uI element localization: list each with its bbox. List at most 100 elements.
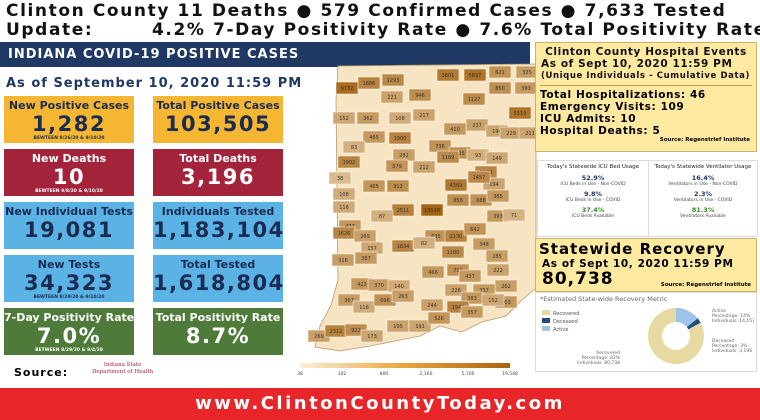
usage-item: 81.3% Ventilators Available	[649, 206, 757, 219]
footer: www.ClintonCountyToday.com	[0, 388, 760, 420]
county-count: 237	[472, 123, 482, 129]
hospital-date: As of Sept 10, 2020 11:59 PM	[541, 58, 733, 70]
usage-item: 2.3% Ventilators in Use - COVID	[649, 190, 757, 203]
stat-label: New Positive Cases	[8, 99, 130, 112]
county	[332, 200, 356, 214]
county-count: 579	[392, 164, 402, 170]
county	[332, 111, 356, 125]
county-count: 212	[419, 165, 429, 171]
logo-line: Indiana State	[103, 362, 142, 368]
county-count: 263	[398, 294, 408, 300]
county	[412, 160, 436, 174]
county-count: 82	[421, 241, 427, 247]
county	[386, 179, 410, 193]
county-count: 325	[522, 70, 532, 76]
county	[381, 73, 405, 87]
county	[441, 245, 465, 259]
headline: Clinton County 11 Deaths ● 579 Confirmed…	[6, 1, 727, 21]
county	[391, 289, 415, 303]
county	[472, 237, 496, 251]
stat-note: BEWTEEN 9/8/20 & 9/10/20	[35, 189, 103, 194]
county	[485, 249, 509, 263]
usage-label: Ventilators in Use - Non-COVID	[668, 182, 738, 187]
county-count: 140	[394, 284, 404, 290]
county	[408, 88, 432, 102]
slice-name: Deceased	[712, 338, 734, 344]
stat-label: 7-Day Positivity Rate	[4, 311, 135, 324]
slice-individuals: Individuals: 80,738	[577, 360, 620, 366]
county-count: 87	[379, 214, 385, 220]
icu-panel: Today's Statewide ICU Bed Usage 52.9% ICU…	[537, 160, 649, 237]
county	[337, 155, 361, 169]
county	[354, 251, 378, 265]
county-count: 93	[475, 153, 481, 159]
ventilator-items: 16.4% Ventilators in Use - Non-COVID 2.3% V…	[649, 174, 757, 219]
recovery-value: 80,738	[542, 269, 614, 289]
hospital-stat: Total Hospitalizations: 46	[540, 89, 706, 101]
county	[380, 90, 404, 104]
county-count: 71	[511, 213, 517, 219]
stat-value: 19,081	[23, 218, 115, 242]
county	[458, 269, 482, 283]
county	[463, 222, 487, 236]
county-count: 922	[351, 328, 361, 334]
stat-box: Total Positive Cases 103,505	[153, 96, 283, 143]
county	[462, 92, 486, 106]
county	[488, 81, 512, 95]
county-count: 850	[495, 86, 505, 92]
usage-value: 2.3%	[693, 190, 713, 198]
county-count: 4369	[450, 183, 463, 189]
county	[328, 171, 352, 185]
county-count: 221	[387, 95, 397, 101]
county-count: 152	[339, 116, 349, 122]
county-count: 1457	[473, 175, 486, 181]
recovery-chart-title: *Estimated State-wide Recovery Metric	[540, 295, 668, 303]
county	[352, 300, 376, 314]
county	[485, 151, 509, 165]
county-count: 222	[493, 268, 503, 274]
county	[370, 209, 394, 223]
county-count: 152	[488, 298, 498, 304]
county-count: 194	[492, 129, 502, 135]
county	[444, 178, 468, 192]
donut-slice	[686, 318, 701, 330]
map-layer: 9732 1886 1293 3801 5837 621 325 221 946 850 393 15…	[297, 63, 542, 377]
county	[443, 122, 467, 136]
usage-value: 16.4%	[691, 174, 715, 182]
county-count: 393	[493, 214, 503, 220]
county-count: 348	[479, 242, 489, 248]
county-count: 621	[495, 70, 505, 76]
hospital-source: Source: Regenstrief Institute	[659, 137, 750, 143]
usage-item: 16.4% Ventilators in Use - Non-COVID	[649, 174, 757, 187]
legend-tick: 38	[297, 371, 303, 377]
donut-slice	[648, 308, 704, 364]
county-count: 795	[455, 151, 465, 157]
legend-label: Deceased	[553, 319, 578, 325]
slice-percent: Percentage: 3%	[712, 343, 748, 349]
county-count: 149	[492, 156, 502, 162]
county-count: 466	[428, 270, 438, 276]
county	[486, 263, 510, 277]
stat-label: Total Tested	[180, 258, 256, 271]
county-count: 285	[492, 254, 502, 260]
county	[508, 106, 532, 120]
county-count: 337	[479, 288, 489, 294]
county-count: 262	[501, 284, 511, 290]
county	[444, 229, 468, 243]
county-count: 2312	[330, 329, 343, 335]
hospital-stat: Emergency Visits: 109	[540, 101, 685, 113]
county	[486, 189, 510, 203]
logo-line: Department of Health	[92, 369, 154, 375]
county	[460, 305, 484, 319]
icu-title: Today's Statewide ICU Bed Usage	[546, 164, 639, 170]
county	[388, 131, 412, 145]
usage-item: 9.8% ICU Beds in Use - COVID	[538, 190, 648, 203]
slice-percent: Percentage: 82%	[582, 355, 621, 361]
recovery-date: As of Sept 10, 2020 11:59 PM	[542, 258, 734, 270]
county-count: 9732	[341, 86, 354, 92]
ventilator-panel: Today's Statewide Ventilator Usage 16.4%…	[648, 160, 758, 237]
county-count: 526	[434, 316, 444, 322]
county	[427, 311, 451, 325]
stat-label: Total Positive Cases	[156, 99, 280, 112]
county-count: 1626	[338, 231, 351, 237]
